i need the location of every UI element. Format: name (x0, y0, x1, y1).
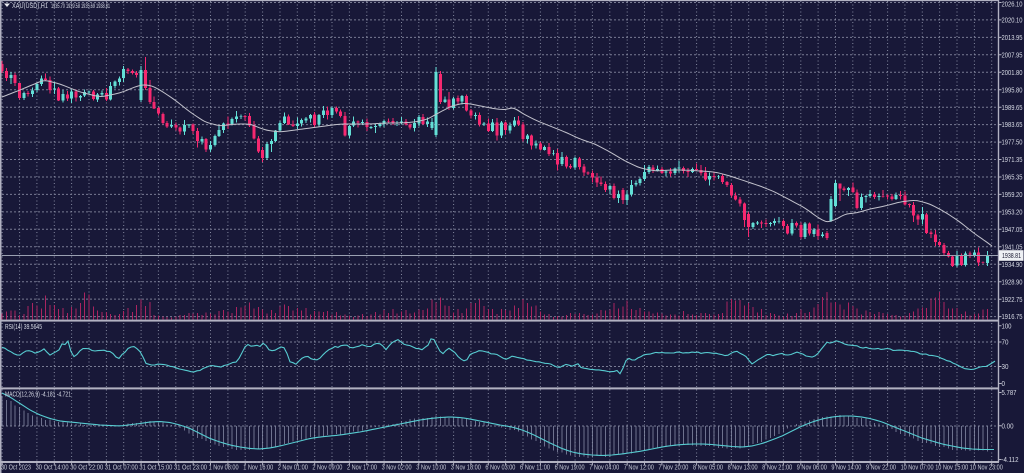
svg-text:2 Nov 01:00: 2 Nov 01:00 (278, 465, 308, 472)
svg-text:2013.95: 2013.95 (1002, 33, 1023, 42)
svg-text:MACD(12,26,9) -4.181 -4.721: MACD(12,26,9) -4.181 -4.721 (5, 390, 71, 399)
svg-text:9 Nov 14:00: 9 Nov 14:00 (831, 465, 861, 472)
svg-text:1947.05: 1947.05 (1002, 225, 1023, 234)
svg-text:7 Nov 04:00: 7 Nov 04:00 (589, 465, 619, 472)
svg-text:3 Nov 18:00: 3 Nov 18:00 (451, 465, 481, 472)
svg-text:1934.90: 1934.90 (1002, 260, 1023, 269)
svg-text:-4.112: -4.112 (1002, 455, 1019, 464)
svg-text:2020.10: 2020.10 (1002, 16, 1023, 25)
svg-text:2007.95: 2007.95 (1002, 50, 1023, 59)
svg-text:2 Nov 17:00: 2 Nov 17:00 (347, 465, 377, 472)
svg-text:1953.20: 1953.20 (1002, 208, 1023, 217)
svg-text:0.00: 0.00 (1002, 421, 1014, 430)
svg-text:10 Nov 15:00: 10 Nov 15:00 (935, 465, 968, 472)
svg-text:30: 30 (1002, 362, 1009, 371)
svg-text:1959.20: 1959.20 (1002, 190, 1023, 199)
svg-text:1935.70 1939.58 1935.69 1938.8: 1935.70 1939.58 1935.69 1938.81 (51, 4, 110, 10)
svg-text:2 Nov 09:00: 2 Nov 09:00 (312, 465, 342, 472)
svg-text:9 Nov 06:00: 9 Nov 06:00 (797, 465, 827, 472)
svg-text:7 Nov 20:00: 7 Nov 20:00 (658, 465, 688, 472)
svg-text:1916.75: 1916.75 (1002, 312, 1023, 321)
svg-text:8 Nov 13:00: 8 Nov 13:00 (728, 465, 758, 472)
svg-text:3 Nov 02:00: 3 Nov 02:00 (382, 465, 412, 472)
svg-text:8 Nov 21:00: 8 Nov 21:00 (762, 465, 792, 472)
svg-text:1941.05: 1941.05 (1002, 242, 1023, 251)
svg-text:9 Nov 22:00: 9 Nov 22:00 (866, 465, 896, 472)
svg-text:1977.50: 1977.50 (1002, 138, 1023, 147)
svg-text:31 Oct 23:00: 31 Oct 23:00 (174, 465, 207, 472)
svg-text:10 Nov 23:00: 10 Nov 23:00 (970, 465, 1003, 472)
svg-text:7 Nov 12:00: 7 Nov 12:00 (624, 465, 654, 472)
svg-text:31 Oct 15:00: 31 Oct 15:00 (139, 465, 172, 472)
svg-text:6 Nov 03:00: 6 Nov 03:00 (485, 465, 515, 472)
svg-text:1965.35: 1965.35 (1002, 173, 1023, 182)
svg-text:1 Nov 08:00: 1 Nov 08:00 (209, 465, 239, 472)
svg-text:1922.75: 1922.75 (1002, 295, 1023, 304)
svg-text:1928.90: 1928.90 (1002, 277, 1023, 286)
svg-text:2026.10: 2026.10 (1002, 0, 1023, 9)
svg-text:100: 100 (1002, 321, 1012, 330)
svg-text:70: 70 (1002, 338, 1009, 347)
svg-text:1971.35: 1971.35 (1002, 155, 1023, 164)
svg-text:1 Nov 16:00: 1 Nov 16:00 (243, 465, 273, 472)
svg-text:31 Oct 07:00: 31 Oct 07:00 (105, 465, 138, 472)
svg-text:1989.65: 1989.65 (1002, 103, 1023, 112)
svg-text:2001.80: 2001.80 (1002, 68, 1023, 77)
svg-text:6 Nov 11:00: 6 Nov 11:00 (520, 465, 550, 472)
svg-text:3 Nov 10:00: 3 Nov 10:00 (416, 465, 446, 472)
svg-text:0: 0 (1002, 379, 1006, 388)
svg-text:30 Oct 2023: 30 Oct 2023 (1, 465, 31, 472)
svg-text:1983.65: 1983.65 (1002, 120, 1023, 129)
svg-text:RSI(14) 39.5645: RSI(14) 39.5645 (5, 322, 42, 331)
svg-text:30 Oct 14:00: 30 Oct 14:00 (36, 465, 69, 472)
svg-text:1938.81: 1938.81 (1002, 251, 1021, 260)
svg-text:6 Nov 19:00: 6 Nov 19:00 (555, 465, 585, 472)
svg-text:8 Nov 05:00: 8 Nov 05:00 (693, 465, 723, 472)
svg-text:5.787: 5.787 (1002, 388, 1017, 397)
svg-text:30 Oct 22:00: 30 Oct 22:00 (70, 465, 103, 472)
svg-text:1995.80: 1995.80 (1002, 85, 1023, 94)
svg-text:XAU(USD),H1: XAU(USD),H1 (12, 3, 48, 10)
svg-text:10 Nov 07:00: 10 Nov 07:00 (901, 465, 934, 472)
